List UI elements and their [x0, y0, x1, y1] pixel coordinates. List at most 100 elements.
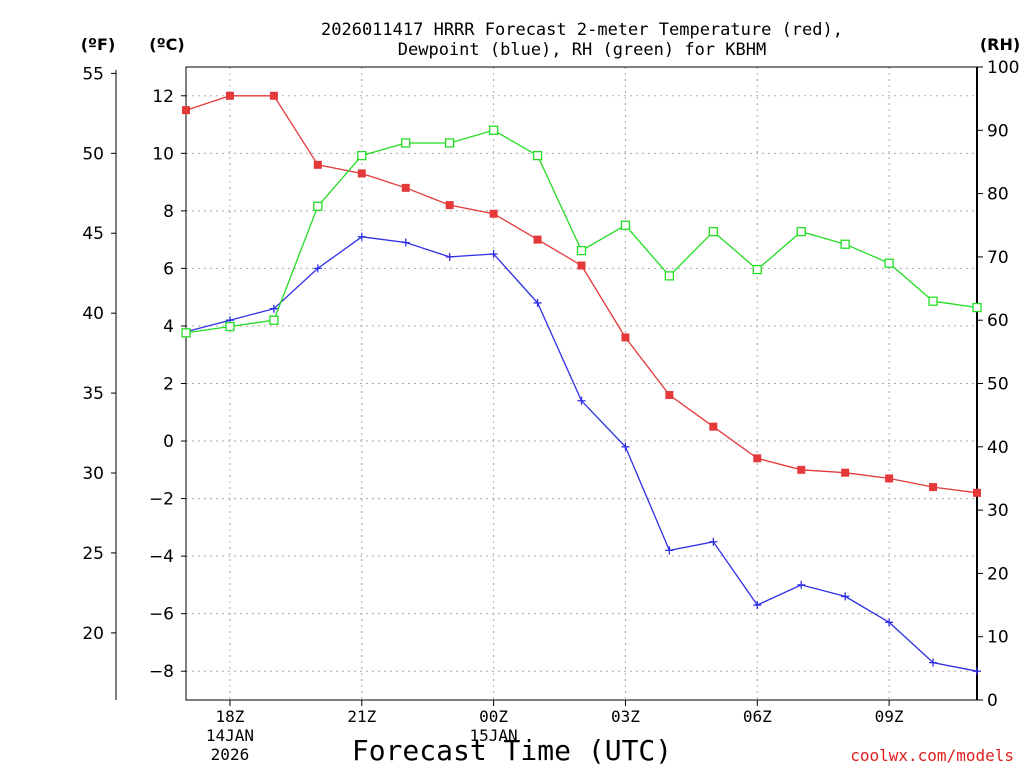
y-tick-label-c: 12 — [152, 87, 174, 107]
y-tick-label-f: 25 — [82, 544, 104, 564]
temperature-point — [577, 261, 586, 270]
y-tick-label-rh: 30 — [987, 501, 1009, 521]
dewpoint-point — [973, 667, 981, 676]
rh-point — [664, 271, 675, 281]
dewpoint-point — [489, 250, 498, 259]
dewpoint-point — [885, 618, 894, 627]
temperature-point — [182, 106, 190, 115]
y-tick-label-c: −4 — [149, 547, 174, 567]
x-tick-label: 06Z — [743, 707, 772, 726]
watermark: coolwx.com/models — [850, 746, 1014, 765]
temperature-point — [973, 488, 981, 497]
temperature-point — [401, 183, 410, 192]
rh-point — [181, 328, 191, 338]
y-tick-label-rh: 60 — [987, 311, 1009, 331]
y-tick-label-rh: 0 — [987, 691, 998, 711]
temperature-point — [885, 474, 894, 483]
x-tick-label: 03Z — [611, 707, 640, 726]
temperature-point — [313, 160, 322, 169]
temperature-point — [489, 209, 498, 218]
y-tick-label-c: 10 — [152, 144, 174, 164]
y-tick-label-c: 6 — [163, 259, 174, 279]
temperature-point — [929, 483, 938, 492]
x-tick-date: 14JAN — [206, 726, 254, 745]
y-tick-label-f: 40 — [82, 304, 104, 324]
rh-point — [225, 321, 235, 332]
y-tick-label-c: −6 — [149, 605, 174, 625]
temperature-point — [269, 91, 278, 100]
y-tick-label-f: 50 — [82, 144, 104, 164]
dewpoint-point — [797, 580, 806, 589]
temperature-line — [185, 95, 978, 494]
rh-point — [796, 226, 806, 237]
y-tick-label-c: −2 — [149, 490, 174, 510]
y-tick-label-f: 30 — [82, 464, 104, 484]
rh-point — [752, 264, 762, 275]
dewpoint-point — [357, 232, 366, 241]
dewpoint-point — [269, 304, 278, 313]
temperature-point — [797, 465, 806, 474]
rh-point — [928, 296, 938, 306]
axes: 5550454035302520121086420−2−4−6−81009080… — [82, 58, 1019, 764]
y-tick-label-c: −8 — [149, 662, 174, 682]
series-layer — [181, 91, 982, 676]
y-tick-label-f: 45 — [82, 224, 104, 244]
chart-title-line1: 2026011417 HRRR Forecast 2-meter Tempera… — [321, 20, 843, 40]
dewpoint-point — [621, 442, 630, 451]
x-tick-year: 2026 — [211, 745, 250, 764]
y-tick-label-rh: 80 — [987, 185, 1009, 205]
y-tick-label-rh: 50 — [987, 375, 1009, 395]
x-tick-label: 18Z — [215, 707, 244, 726]
y-tick-label-c: 8 — [163, 202, 174, 222]
x-tick-label: 00Z — [479, 707, 508, 726]
dewpoint-point — [533, 298, 542, 307]
x-tick-date: 15JAN — [470, 726, 518, 745]
dewpoint-point — [709, 537, 718, 546]
rh-point — [840, 239, 850, 249]
chart-title-line2: Dewpoint (blue), RH (green) for KBHM — [398, 40, 766, 60]
y-tick-label-rh: 10 — [987, 628, 1009, 648]
dewpoint-point — [401, 238, 410, 247]
unit-c-label: (ºC) — [149, 35, 184, 54]
rh-point — [884, 258, 894, 268]
dewpoint-line — [185, 236, 978, 672]
rh-point — [708, 226, 718, 237]
y-tick-label-c: 4 — [163, 317, 174, 337]
rh-point — [401, 138, 411, 148]
rh-point — [576, 245, 587, 256]
dewpoint-point — [445, 252, 454, 261]
rh-point — [357, 150, 367, 161]
rh-point — [269, 315, 279, 325]
temperature-point — [709, 422, 718, 431]
y-tick-label-rh: 90 — [987, 121, 1009, 141]
unit-f-label: (ºF) — [81, 35, 116, 54]
temperature-point — [665, 391, 674, 400]
dewpoint-point — [929, 658, 938, 667]
temperature-point — [621, 333, 630, 342]
y-tick-label-c: 2 — [163, 375, 174, 395]
temperature-point — [841, 468, 850, 477]
y-tick-label-rh: 70 — [987, 248, 1009, 268]
rh-point — [972, 302, 982, 313]
y-tick-label-rh: 20 — [987, 564, 1009, 584]
unit-rh-label: (RH) — [980, 35, 1020, 54]
x-tick-label: 09Z — [875, 707, 904, 726]
dewpoint-point — [313, 264, 322, 273]
rh-point — [445, 138, 455, 148]
temperature-point — [445, 201, 454, 210]
dewpoint-point — [665, 546, 674, 555]
dewpoint-point — [753, 601, 762, 610]
dewpoint-point — [577, 396, 586, 405]
temperature-point — [533, 235, 542, 244]
rh-point — [620, 220, 631, 230]
y-tick-label-rh: 100 — [987, 58, 1019, 78]
rh-point — [488, 125, 499, 135]
dewpoint-point — [841, 592, 850, 601]
x-axis-label: Forecast Time (UTC) — [352, 734, 672, 767]
grid — [186, 67, 977, 700]
y-tick-label-c: 0 — [163, 432, 174, 452]
y-tick-label-f: 20 — [82, 624, 104, 644]
x-tick-label: 21Z — [347, 707, 376, 726]
temperature-point — [225, 91, 234, 100]
